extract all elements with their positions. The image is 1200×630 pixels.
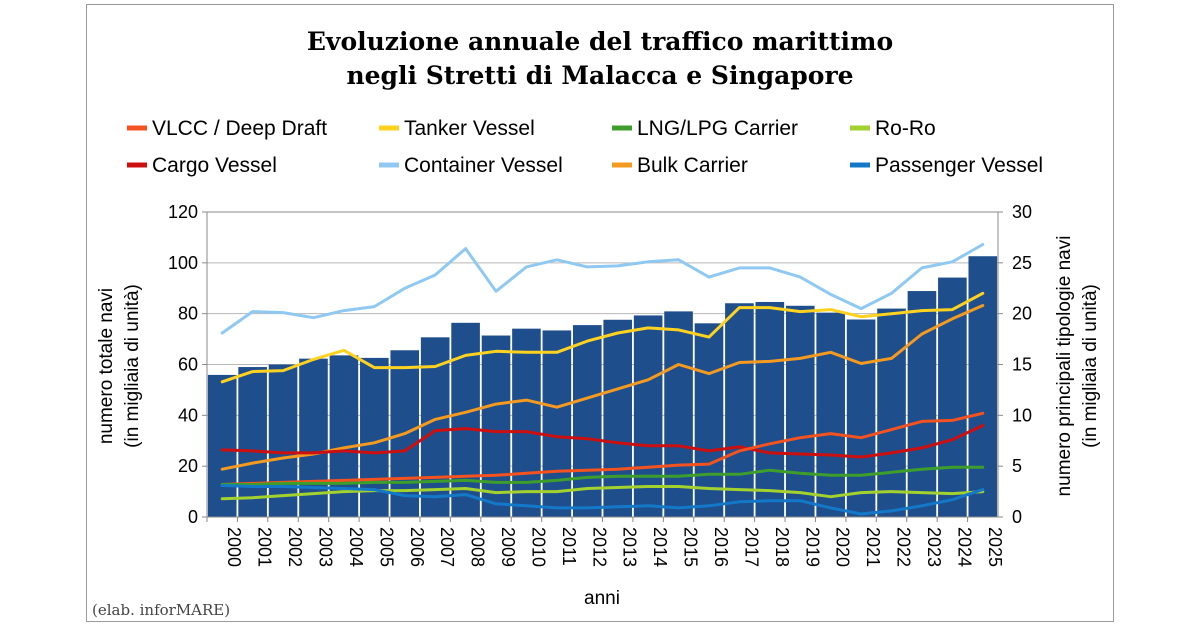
series-line-lng-lpg-carrier: [220, 465, 985, 486]
legend-label-lng-lpg-carrier: LNG/LPG Carrier: [637, 117, 798, 140]
bar-2021: [846, 319, 876, 517]
series-line-passenger-vessel: [220, 484, 985, 516]
y-left-tick-label: 40: [178, 405, 198, 425]
bar-2020: [816, 312, 845, 517]
y-right-tick-label: 5: [1012, 456, 1022, 476]
series-line-vlcc-deep-draft: [220, 411, 985, 486]
x-tick-label-2022: 2022: [894, 527, 914, 567]
series-line-ro-ro: [220, 485, 985, 501]
chart-title-line-1: Evoluzione annuale del traffico marittim…: [307, 27, 893, 56]
y-left-tick-label: 120: [168, 202, 198, 222]
y-right-tick-label: 30: [1012, 202, 1032, 222]
x-tick-label-2019: 2019: [802, 527, 822, 567]
y-left-tick-label: 0: [188, 507, 198, 527]
x-tick-label-2025: 2025: [985, 527, 1005, 567]
x-tick-label-2001: 2001: [255, 527, 275, 567]
x-tick-label-2014: 2014: [650, 527, 670, 567]
series-line-bulk-carrier: [220, 304, 985, 471]
line-series: [220, 243, 985, 516]
legend-label-cargo-vessel: Cargo Vessel: [152, 154, 277, 177]
bar-2017: [725, 303, 754, 517]
legend-label-ro-ro: Ro-Ro: [875, 117, 936, 140]
bar-2019: [785, 305, 815, 517]
bar-2005: [360, 357, 389, 517]
y-left-tick-label: 20: [178, 456, 198, 476]
y-right-tick-label: 15: [1012, 355, 1032, 375]
x-tick-label-2005: 2005: [376, 527, 396, 567]
series-line-tanker-vessel: [220, 291, 985, 384]
bar-2022: [877, 308, 906, 517]
bar-2003: [299, 358, 328, 517]
x-tick-label-2006: 2006: [407, 527, 427, 567]
x-tick-label-2017: 2017: [741, 527, 761, 567]
bar-2018: [755, 301, 785, 517]
y-left-tick-label: 60: [178, 355, 198, 375]
x-axis-title: anni: [584, 588, 620, 609]
x-tick-label-2008: 2008: [468, 527, 488, 567]
bar-2014: [633, 315, 663, 517]
legend-label-passenger-vessel: Passenger Vessel: [875, 154, 1043, 177]
credit-label: (elab. inforMARE): [92, 601, 230, 619]
x-tick-label-2020: 2020: [833, 527, 853, 567]
x-tick-label-2012: 2012: [589, 527, 609, 567]
bar-2016: [694, 323, 724, 517]
y-axis-title-right-line-2: (in migliaia di unità): [1080, 284, 1101, 448]
x-tick-label-2023: 2023: [924, 527, 944, 567]
bar-2011: [542, 330, 572, 517]
bar-2001: [238, 367, 267, 517]
legend-label-vlcc-deep-draft: VLCC / Deep Draft: [152, 117, 327, 140]
legend: VLCC / Deep Draft Tanker Vessel LNG/LPG Ca…: [127, 117, 1043, 177]
bar-series: [207, 256, 998, 517]
y-left-tick-label: 100: [168, 253, 198, 273]
bar-2012: [572, 325, 602, 517]
x-tick-label-2002: 2002: [285, 527, 305, 567]
x-tick-label-2000: 2000: [224, 527, 244, 567]
bar-2025: [968, 256, 998, 517]
y-left-tick-label: 80: [178, 304, 198, 324]
x-tick-label-2009: 2009: [498, 527, 518, 567]
x-tick-label-2013: 2013: [620, 527, 640, 567]
x-tick-label-2004: 2004: [346, 527, 366, 567]
bar-2002: [268, 364, 298, 517]
x-tick-label-2018: 2018: [772, 527, 792, 567]
x-tick-label-2021: 2021: [863, 527, 883, 567]
series-line-cargo-vessel: [220, 424, 985, 459]
x-tick-label-2016: 2016: [711, 527, 731, 567]
x-tick-label-2024: 2024: [954, 527, 974, 567]
bar-2009: [481, 335, 511, 517]
series-line-container-vessel: [220, 243, 985, 335]
bar-2023: [907, 291, 937, 517]
x-tick-label-2010: 2010: [528, 527, 548, 567]
y-axis-title-right-line-1: numero principali tipologie navi: [1054, 236, 1075, 497]
y-axis-title-left-line-2: (in migliaia di unità): [122, 284, 143, 448]
x-tick-label-2003: 2003: [315, 527, 335, 567]
y-right-tick-label: 10: [1012, 405, 1032, 425]
x-tick-label-2007: 2007: [437, 527, 457, 567]
legend-label-tanker-vessel: Tanker Vessel: [404, 117, 535, 140]
bar-2013: [603, 319, 633, 517]
y-right-tick-label: 25: [1012, 253, 1032, 273]
chart-title-line-2: negli Stretti di Malacca e Singapore: [346, 61, 853, 90]
y-right-tick-label: 20: [1012, 304, 1032, 324]
bar-2000: [207, 374, 237, 517]
x-tick-label-2011: 2011: [559, 527, 579, 566]
y-right-tick-label: 0: [1012, 507, 1022, 527]
legend-label-container-vessel: Container Vessel: [404, 154, 563, 177]
legend-label-bulk-carrier: Bulk Carrier: [637, 154, 748, 177]
bar-2015: [664, 311, 693, 517]
y-axis-title-left-line-1: numero totale navi: [96, 288, 117, 444]
x-tick-label-2015: 2015: [681, 527, 701, 567]
bar-2010: [512, 328, 541, 517]
